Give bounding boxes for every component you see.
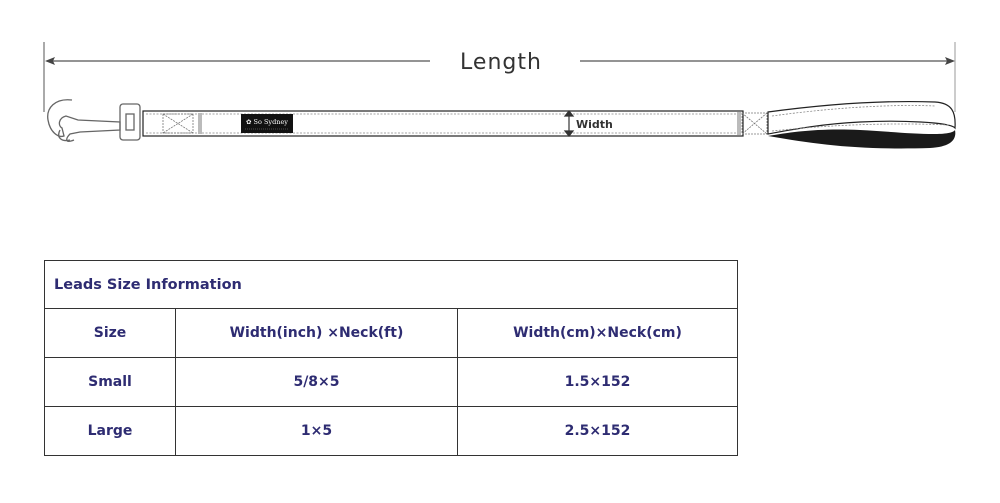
snap-hook-icon [47, 99, 141, 142]
cell-inch: 5/8×5 [175, 357, 458, 407]
table-row: Small 5/8×5 1.5×152 [44, 357, 738, 407]
brand-logo-text: ✿ So Sydney [246, 118, 288, 126]
width-arrow-icon [563, 110, 575, 137]
handle-loop [767, 100, 956, 149]
cell-size: Large [44, 406, 176, 456]
arrowhead-left-icon [45, 57, 55, 65]
cell-cm: 1.5×152 [457, 357, 738, 407]
table-row: Large 1×5 2.5×152 [44, 406, 738, 456]
length-label: Length [460, 50, 542, 75]
arrowhead-right-icon [945, 57, 955, 65]
header-size: Size [44, 308, 176, 358]
brand-logo: ✿ So Sydney [241, 114, 293, 133]
cell-cm: 2.5×152 [457, 406, 738, 456]
leash-strap [142, 110, 744, 137]
cell-inch: 1×5 [175, 406, 458, 456]
box-stitch-left [162, 113, 194, 134]
leash-diagram: Length ✿ So Sydney Width [43, 42, 956, 149]
table-title: Leads Size Information [44, 260, 738, 309]
box-stitch-right [741, 112, 768, 135]
header-width-cm: Width(cm)×Neck(cm) [457, 308, 738, 358]
width-label: Width [576, 118, 613, 131]
table-header-row: Size Width(inch) ×Neck(ft) Width(cm)×Nec… [44, 308, 738, 358]
leads-size-table: Leads Size Information Size Width(inch) … [44, 260, 738, 456]
header-width-inch: Width(inch) ×Neck(ft) [175, 308, 458, 358]
cell-size: Small [44, 357, 176, 407]
